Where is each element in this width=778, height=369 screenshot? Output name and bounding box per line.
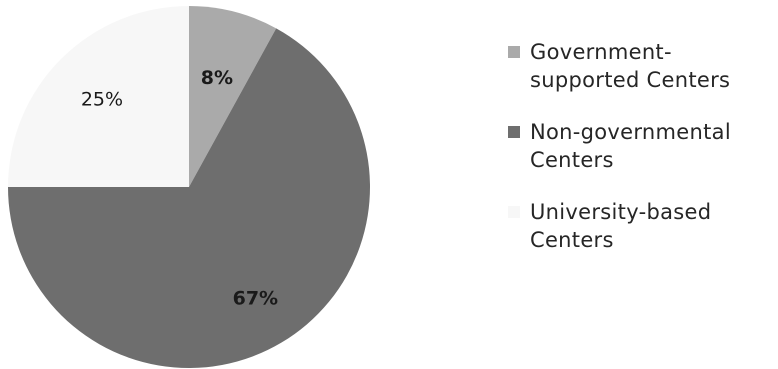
legend-item-government-supported: Government- supported Centers <box>508 38 776 94</box>
data-label: 25% <box>81 88 123 110</box>
legend-label: Government- supported Centers <box>530 40 731 92</box>
data-label: 67% <box>233 288 278 310</box>
legend-item-non-governmental: Non-governmental Centers <box>508 118 776 174</box>
slice-non-governmental <box>8 28 370 368</box>
legend-swatch <box>508 46 520 58</box>
legend-swatch <box>508 206 520 218</box>
slice-university-based <box>8 6 189 187</box>
legend-swatch <box>508 126 520 138</box>
pie-slices <box>8 6 370 368</box>
data-label: 8% <box>201 67 233 89</box>
legend-label: Non-governmental Centers <box>530 120 731 172</box>
legend-label: University-based Centers <box>530 200 712 252</box>
legend: Government- supported Centers Non-govern… <box>508 38 776 254</box>
legend-item-university-based: University-based Centers <box>508 198 776 254</box>
slice-government-supported <box>189 6 277 187</box>
pie-data-labels: 8% 67% 25% <box>81 67 278 310</box>
